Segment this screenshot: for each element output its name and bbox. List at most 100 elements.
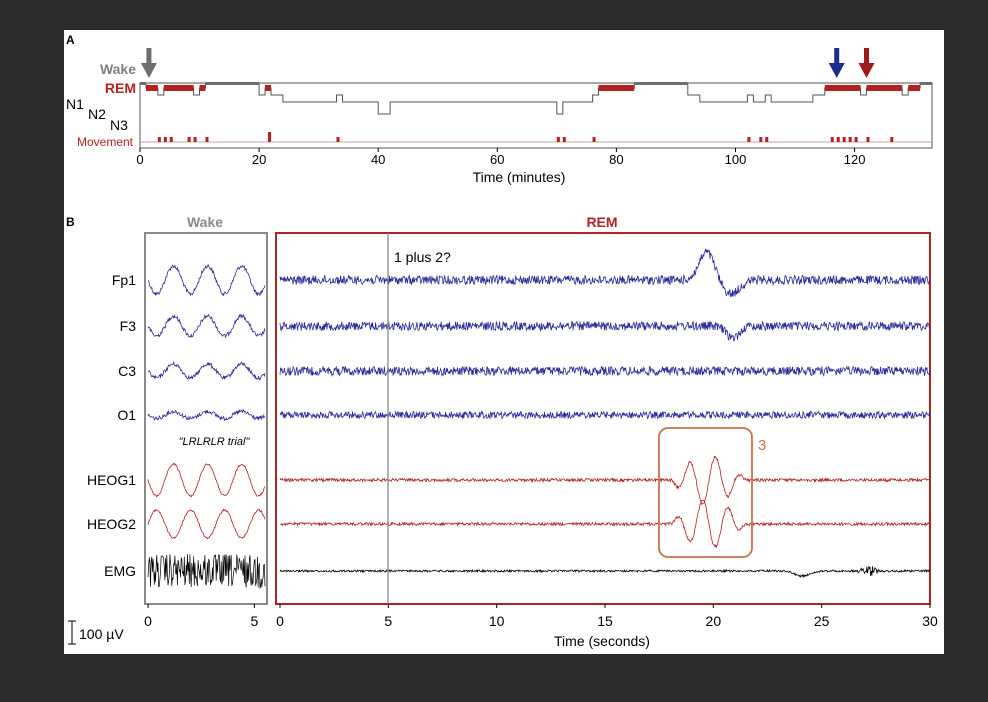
rem-bar bbox=[824, 85, 861, 91]
rem-trace-c3 bbox=[279, 365, 931, 377]
x-tick-label: 20 bbox=[252, 152, 266, 167]
stage-label-n1: N1 bbox=[66, 96, 84, 112]
movement-mark bbox=[157, 137, 161, 142]
rem-trace-o1 bbox=[279, 409, 931, 420]
x-tick-label: 80 bbox=[609, 152, 623, 167]
channel-label-heog2: HEOG2 bbox=[87, 516, 136, 532]
movement-mark bbox=[169, 137, 173, 142]
movement-mark bbox=[187, 137, 191, 142]
channel-label-c3: C3 bbox=[118, 363, 136, 379]
wake-bar bbox=[140, 82, 146, 85]
wake-trace-fp1 bbox=[147, 263, 266, 297]
figure-svg: A Wake REM N1 N2 N3 Movement 0 20 40 60 80 10… bbox=[66, 33, 938, 649]
rem-panel-frame bbox=[275, 232, 931, 605]
channel-label-heog1: HEOG1 bbox=[87, 472, 136, 488]
rem-bar bbox=[598, 85, 635, 91]
rem-x-tick-label: 10 bbox=[489, 613, 505, 629]
stage-label-rem: REM bbox=[105, 80, 136, 96]
rem-trace-emg bbox=[279, 565, 931, 579]
annotation-lrlrlr: "LRLRLR trial" bbox=[179, 436, 251, 448]
movement-mark bbox=[268, 132, 272, 142]
rem-bar bbox=[145, 85, 158, 91]
rem-panel-title: REM bbox=[586, 214, 617, 230]
hypnogram bbox=[140, 82, 932, 115]
rem-x-tick-label: 5 bbox=[384, 613, 392, 629]
rem-bar bbox=[163, 85, 194, 91]
x-tick-label: 40 bbox=[371, 152, 385, 167]
wake-x-tick-label: 5 bbox=[250, 613, 258, 629]
movement-mark bbox=[336, 137, 340, 142]
event-arrows bbox=[140, 48, 875, 78]
rem-x-tick-label: 25 bbox=[814, 613, 830, 629]
stage-label-movement: Movement bbox=[77, 135, 134, 149]
x-tick-label: 60 bbox=[490, 152, 504, 167]
stage-label-n2: N2 bbox=[88, 106, 106, 122]
movement-mark bbox=[836, 137, 840, 142]
wake-panel-title: Wake bbox=[187, 214, 223, 230]
scale-bar: 100 µV bbox=[68, 620, 124, 645]
wake-trace-heog1 bbox=[147, 462, 266, 498]
rem-bar bbox=[866, 85, 903, 91]
movement-mark bbox=[592, 137, 596, 142]
rem-bar bbox=[265, 85, 272, 91]
movement-mark bbox=[747, 137, 751, 142]
rem-bar bbox=[908, 85, 921, 91]
x-tick-label: 0 bbox=[136, 152, 143, 167]
panel-b-label: B bbox=[66, 215, 75, 229]
wake-bar bbox=[920, 82, 932, 85]
rem-trace-heog1 bbox=[279, 455, 931, 506]
annotation-1-plus-2: 1 plus 2? bbox=[394, 249, 451, 265]
panel-b-x-axes: 0 5 0 5 10 15 20 25 30 bbox=[144, 604, 938, 629]
rem-x-tick-label: 0 bbox=[276, 613, 284, 629]
red-arrow-icon bbox=[858, 48, 875, 78]
wake-x-tick-label: 0 bbox=[144, 613, 152, 629]
figure: A Wake REM N1 N2 N3 Movement 0 20 40 60 80 10… bbox=[64, 30, 944, 654]
movement-mark bbox=[854, 137, 858, 142]
x-tick-label: 100 bbox=[725, 152, 747, 167]
movement-marks bbox=[157, 132, 894, 142]
rem-x-tick-label: 15 bbox=[597, 613, 613, 629]
movement-mark bbox=[556, 137, 560, 142]
rem-trace-heog2 bbox=[279, 499, 931, 549]
movement-mark bbox=[759, 137, 763, 142]
rem-x-tick-label: 20 bbox=[706, 613, 722, 629]
panel-a-xlabel: Time (minutes) bbox=[473, 169, 566, 185]
scale-bar-label: 100 µV bbox=[79, 626, 124, 642]
movement-mark bbox=[842, 137, 846, 142]
wake-trace-f3 bbox=[147, 313, 266, 339]
signal-traces bbox=[147, 248, 931, 590]
movement-mark bbox=[205, 137, 209, 142]
panel-a-x-axis: 0 20 40 60 80 100 120 bbox=[136, 148, 865, 167]
rem-x-tick-label: 30 bbox=[922, 613, 938, 629]
hypnogram-line bbox=[140, 82, 932, 115]
wake-trace-heog2 bbox=[147, 508, 266, 540]
movement-mark bbox=[562, 137, 566, 142]
stage-label-n3: N3 bbox=[110, 117, 128, 133]
movement-mark bbox=[193, 137, 197, 142]
blue-arrow-icon bbox=[828, 48, 845, 78]
annotation-box-3 bbox=[658, 427, 753, 558]
wake-bar bbox=[634, 82, 688, 85]
channel-label-o1: O1 bbox=[117, 407, 136, 423]
channel-labels: Fp1 F3 C3 O1 HEOG1 HEOG2 EMG bbox=[87, 272, 136, 579]
wake-panel-frame bbox=[144, 232, 268, 605]
movement-mark bbox=[848, 137, 852, 142]
hypnogram-frame bbox=[139, 82, 933, 149]
wake-trace-c3 bbox=[147, 360, 266, 381]
channel-label-fp1: Fp1 bbox=[112, 272, 136, 288]
rem-trace-f3 bbox=[279, 320, 931, 342]
channel-label-emg: EMG bbox=[104, 563, 136, 579]
wake-trace-emg bbox=[147, 554, 266, 590]
movement-mark bbox=[163, 137, 167, 142]
rem-bar bbox=[199, 85, 206, 91]
movement-mark bbox=[765, 137, 769, 142]
channel-label-f3: F3 bbox=[120, 318, 137, 334]
stage-label-wake: Wake bbox=[100, 61, 136, 77]
movement-mark bbox=[830, 137, 834, 142]
wake-trace-o1 bbox=[147, 408, 266, 422]
panel-b-xlabel: Time (seconds) bbox=[554, 633, 650, 649]
x-tick-label: 120 bbox=[844, 152, 866, 167]
wake-bar bbox=[205, 82, 260, 85]
panel-a-label: A bbox=[66, 33, 75, 47]
movement-mark bbox=[890, 137, 894, 142]
